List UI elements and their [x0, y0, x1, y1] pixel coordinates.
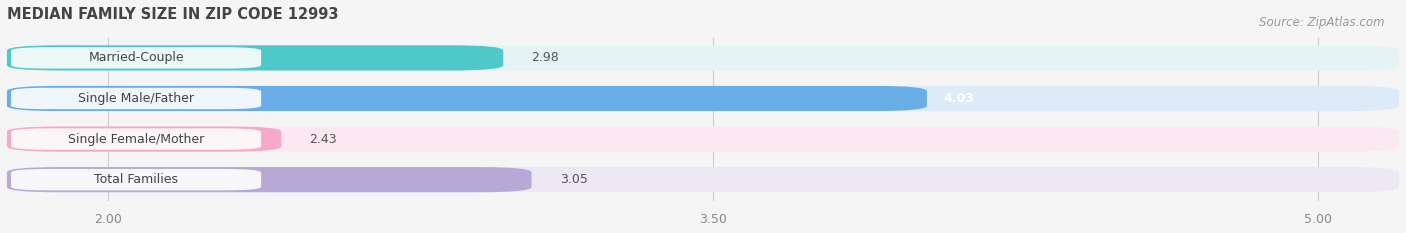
Text: Source: ZipAtlas.com: Source: ZipAtlas.com: [1260, 16, 1385, 29]
Text: MEDIAN FAMILY SIZE IN ZIP CODE 12993: MEDIAN FAMILY SIZE IN ZIP CODE 12993: [7, 7, 339, 22]
FancyBboxPatch shape: [7, 86, 927, 111]
FancyBboxPatch shape: [11, 47, 262, 69]
FancyBboxPatch shape: [7, 127, 1399, 152]
FancyBboxPatch shape: [7, 127, 281, 152]
FancyBboxPatch shape: [7, 167, 531, 192]
FancyBboxPatch shape: [7, 45, 503, 70]
Text: 3.05: 3.05: [560, 173, 588, 186]
Text: Married-Couple: Married-Couple: [89, 51, 184, 64]
Text: Single Male/Father: Single Male/Father: [79, 92, 194, 105]
Text: Total Families: Total Families: [94, 173, 179, 186]
Text: Single Female/Mother: Single Female/Mother: [67, 133, 204, 146]
FancyBboxPatch shape: [7, 45, 1399, 70]
Text: 2.43: 2.43: [309, 133, 337, 146]
FancyBboxPatch shape: [11, 169, 262, 190]
FancyBboxPatch shape: [11, 128, 262, 150]
Text: 4.03: 4.03: [943, 92, 974, 105]
FancyBboxPatch shape: [11, 88, 262, 109]
FancyBboxPatch shape: [7, 167, 1399, 192]
FancyBboxPatch shape: [7, 86, 1399, 111]
Text: 2.98: 2.98: [531, 51, 560, 64]
